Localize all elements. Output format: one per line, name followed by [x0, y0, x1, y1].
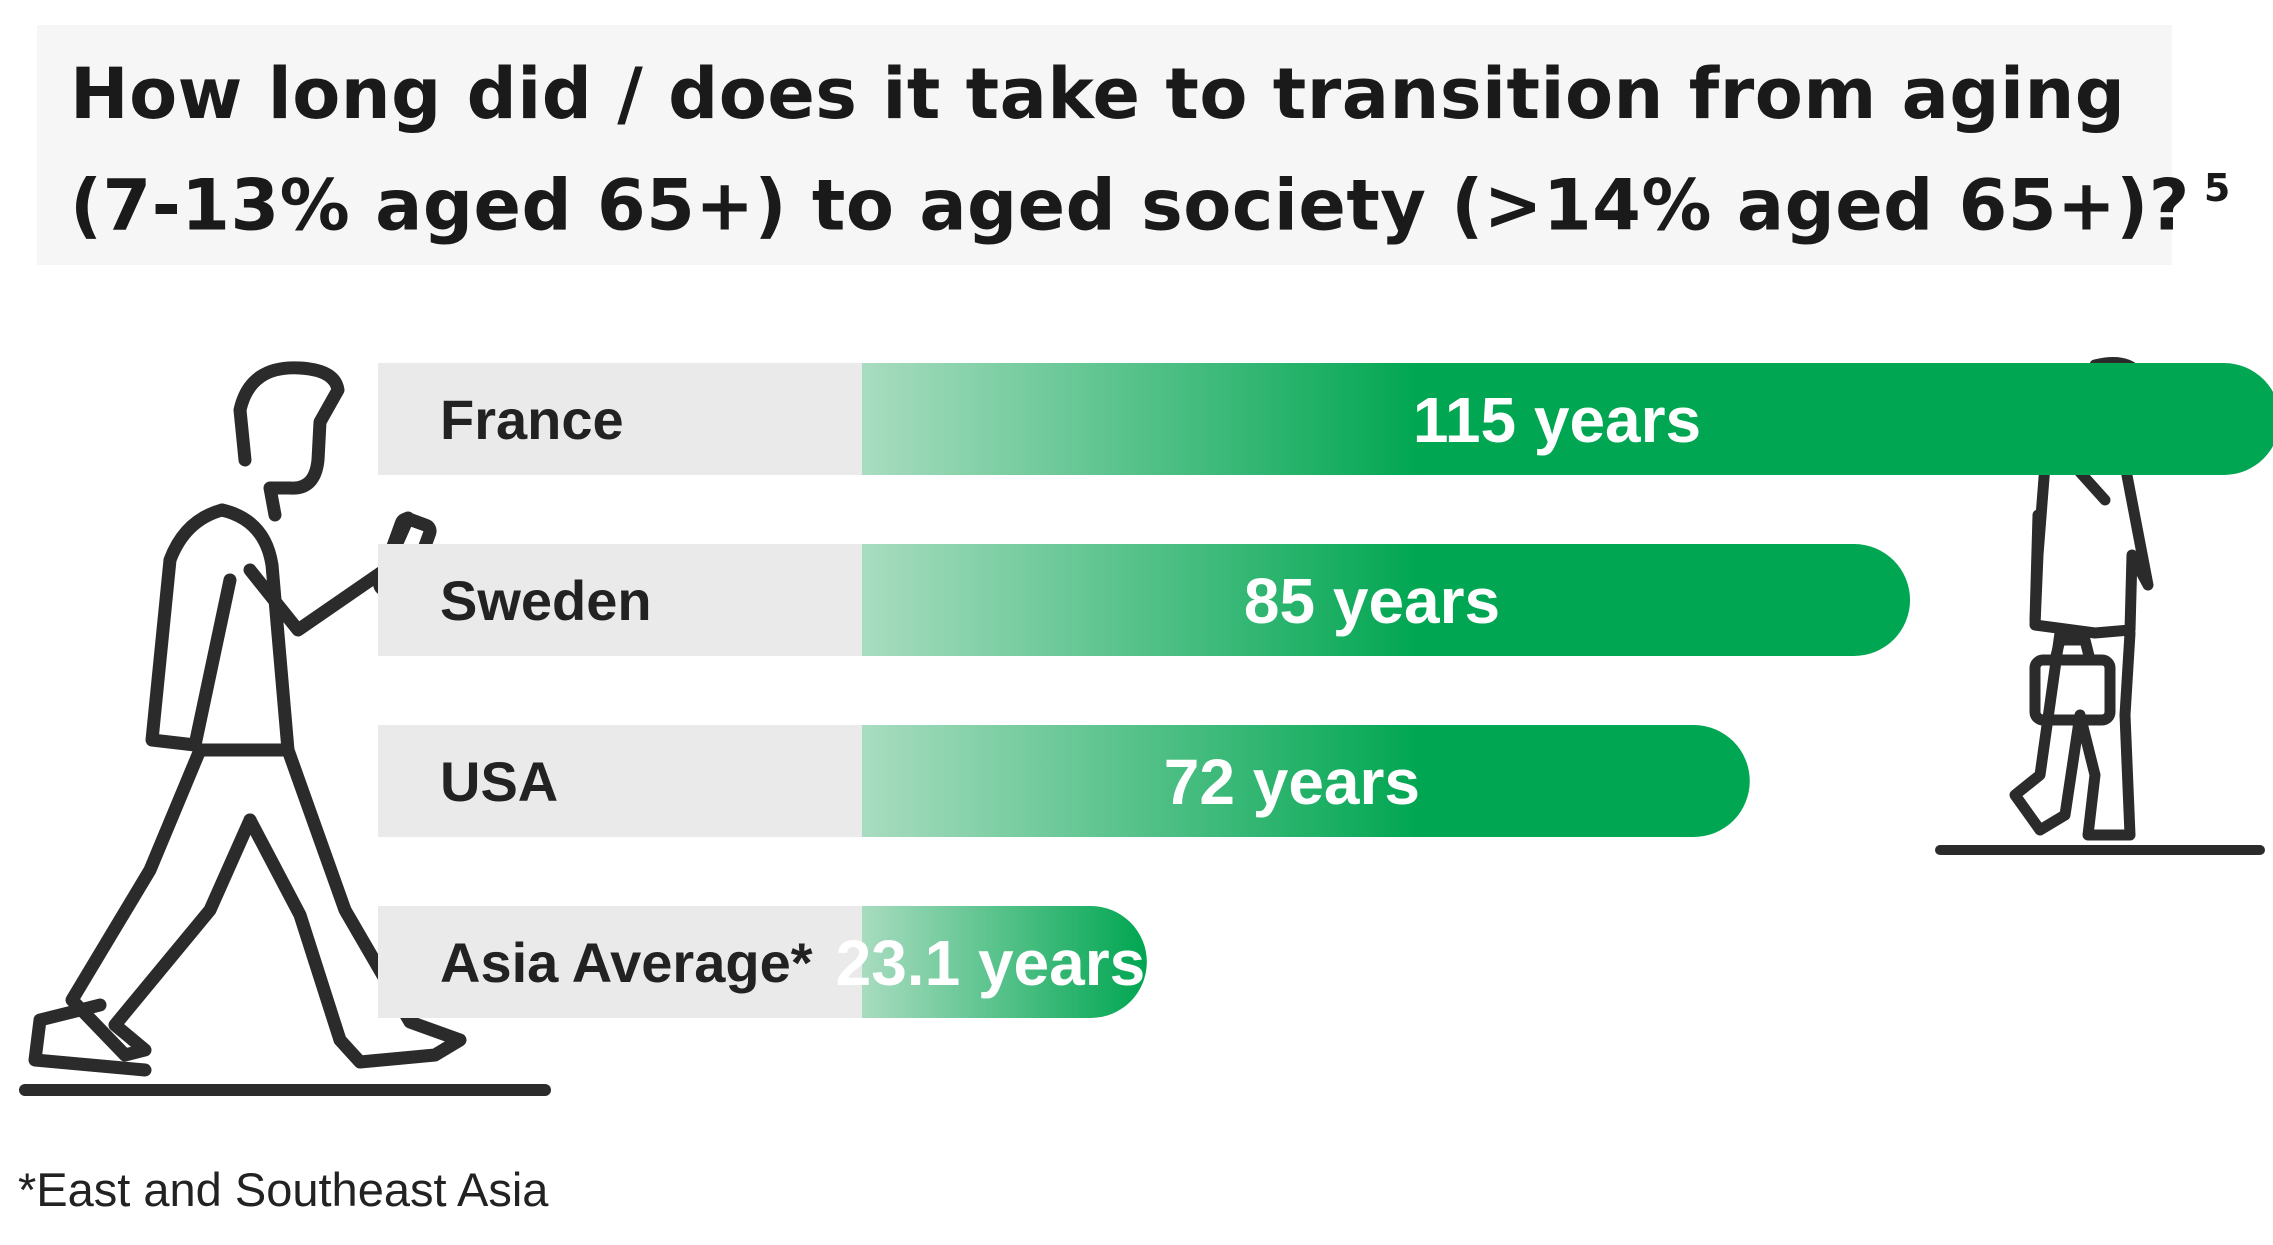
title-footnote-ref: 5	[2203, 166, 2231, 210]
value-label-usa: 72 years	[1164, 746, 1420, 818]
category-label-asia-average: Asia Average*	[440, 931, 813, 994]
chart-title-line-2-text: (7-13% aged 65+) to aged society (>14% a…	[70, 164, 2190, 247]
value-label-france: 115 years	[1413, 384, 1701, 456]
bar-sweden	[862, 544, 1911, 656]
value-label-sweden: 85 years	[1244, 565, 1500, 637]
value-label-asia-average: 23.1 years	[836, 927, 1146, 999]
bar-asia-average	[862, 906, 1147, 1018]
category-label-bg-france	[378, 363, 862, 475]
chart-title-line-2: (7-13% aged 65+) to aged society (>14% a…	[70, 143, 2230, 254]
chart-title-line-1: How long did / does it take to transitio…	[70, 53, 2126, 135]
category-label-france: France	[440, 388, 624, 451]
category-label-sweden: Sweden	[440, 569, 652, 632]
footnote: *East and Southeast Asia	[18, 1163, 549, 1216]
title-box: How long did / does it take to transitio…	[37, 25, 2230, 265]
bar-usa	[862, 725, 1750, 837]
category-label-bg-asia-average	[378, 906, 862, 1018]
bar-france	[862, 363, 2273, 475]
category-label-bg-sweden	[378, 544, 862, 656]
walking-young-man-icon	[19, 361, 551, 1096]
category-label-bg-usa	[378, 725, 862, 837]
category-label-usa: USA	[440, 750, 558, 813]
